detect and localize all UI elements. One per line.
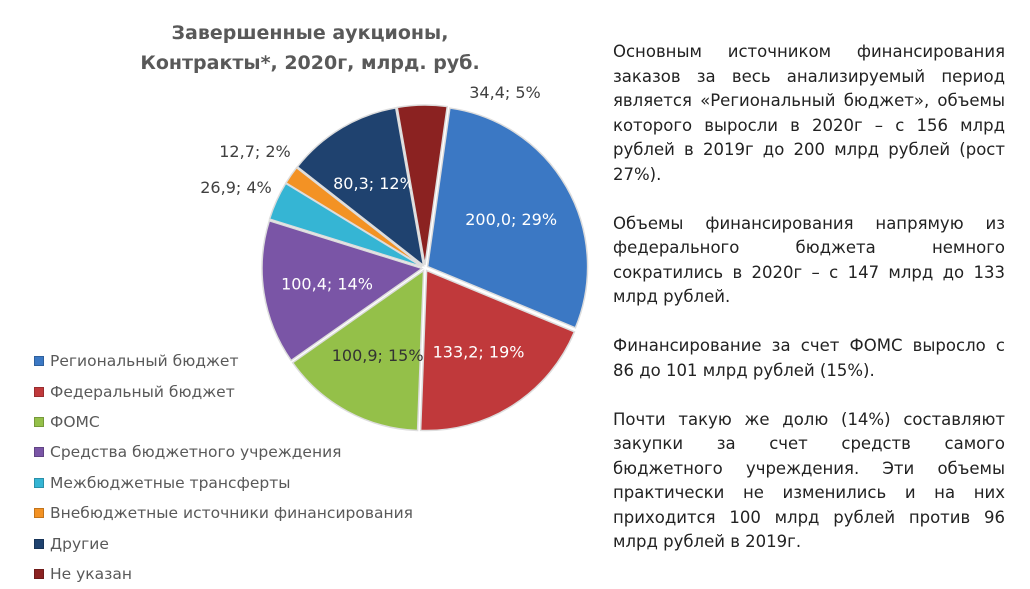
pie-slice — [291, 269, 425, 432]
legend-swatch — [34, 477, 44, 488]
paragraph: Финансирование за счет ФОМС выросло с 86… — [613, 336, 1005, 380]
paragraph: Объемы финансирования напрямую из федера… — [613, 213, 1005, 307]
title-line: Контракты*, 2020г, млрд. руб. — [140, 52, 480, 74]
legend-item: Не указан — [34, 559, 413, 589]
legend-label: Не указан — [50, 564, 133, 583]
legend-item: Региональный бюджет — [34, 346, 413, 376]
pie-chart: 200,0; 29% 133,2; 19% 100,9; 15% 100,4; 14%… — [200, 83, 589, 432]
legend-item: ФОМС — [34, 407, 413, 437]
legend-swatch — [34, 386, 44, 397]
paragraph: Основным источником финансирования заказ… — [613, 42, 1005, 184]
legend-swatch — [34, 356, 44, 367]
legend-swatch — [34, 568, 44, 579]
pie-slice — [419, 269, 576, 432]
title-line: Завершенные аукционы, — [171, 22, 449, 44]
legend-item: Федеральный бюджет — [34, 376, 413, 406]
pie-slice — [296, 106, 425, 268]
legend-label: Региональный бюджет — [50, 352, 239, 371]
legend-label: Другие — [50, 534, 109, 553]
data-label: 34,4; 5% — [469, 83, 540, 102]
data-label: 133,2; 19% — [433, 343, 525, 362]
legend-label: Межбюджетные трансферты — [50, 473, 291, 492]
legend-label: Федеральный бюджет — [50, 382, 235, 401]
paragraph: Почти такую же долю (14%) составляют зак… — [613, 409, 1005, 552]
data-label: 200,0; 29% — [465, 210, 557, 229]
legend-swatch — [34, 447, 44, 458]
pie-slice — [261, 219, 424, 362]
pie-slice — [426, 107, 589, 329]
pie-slice — [284, 166, 423, 267]
legend-item: Внебюджетные источники финансирования — [34, 498, 413, 528]
data-label: 100,9; 15% — [332, 346, 424, 365]
legend: Региональный бюджет Федеральный бюджет ФОМ… — [34, 346, 413, 589]
data-label: 26,9; 4% — [200, 178, 271, 197]
pie-slice — [396, 104, 449, 266]
data-label: 12,7; 2% — [219, 142, 290, 161]
chart-title: Завершенные аукционы, Контракты*, 2020г,… — [120, 18, 500, 78]
commentary: Основным источником финансирования заказ… — [613, 40, 1005, 579]
legend-label: ФОМС — [50, 412, 100, 431]
legend-item: Другие — [34, 528, 413, 558]
data-label: 100,4; 14% — [281, 274, 373, 293]
legend-swatch — [34, 538, 44, 549]
legend-label: Средства бюджетного учреждения — [50, 443, 342, 462]
legend-label: Внебюджетные источники финансирования — [50, 504, 414, 523]
data-label: 80,3; 12% — [333, 174, 415, 193]
legend-swatch — [34, 416, 44, 427]
legend-item: Средства бюджетного учреждения — [34, 437, 413, 467]
legend-swatch — [34, 508, 44, 519]
legend-item: Межбюджетные трансферты — [34, 468, 413, 498]
